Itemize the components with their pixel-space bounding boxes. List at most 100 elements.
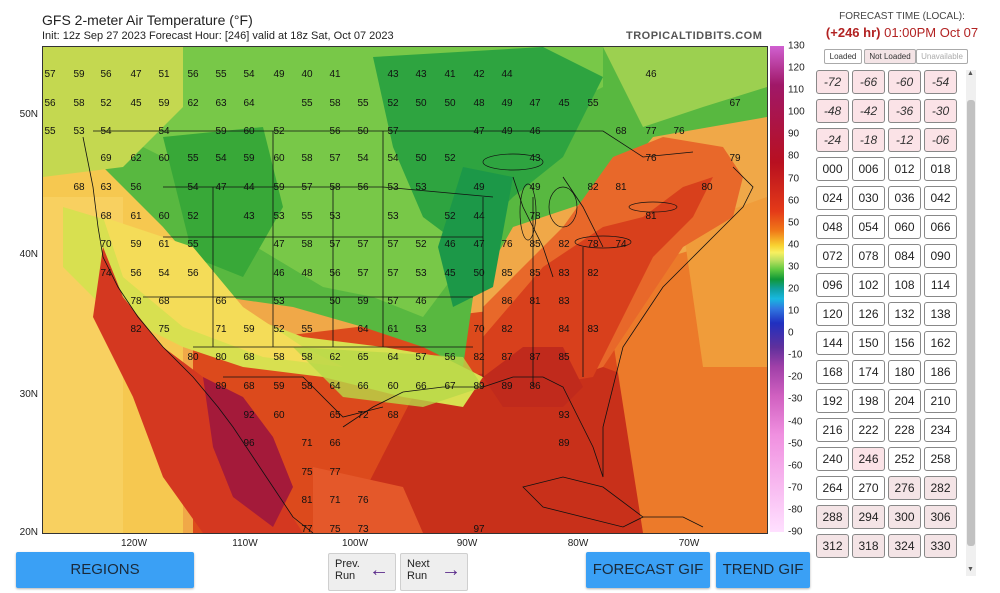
forecast-hour-button[interactable]: 306 [924, 505, 957, 529]
forecast-hour-button[interactable]: 024 [816, 186, 849, 210]
prev-run-button[interactable]: Prev. Run ← [328, 553, 396, 591]
forecast-hour-button[interactable]: 144 [816, 331, 849, 355]
forecast-hour-button[interactable]: 126 [852, 302, 885, 326]
trend-gif-button[interactable]: TREND GIF [716, 552, 810, 588]
forecast-hour-button[interactable]: -18 [852, 128, 885, 152]
forecast-hour-button[interactable]: 132 [888, 302, 921, 326]
forecast-hour-button[interactable]: 102 [852, 273, 885, 297]
forecast-hour-button[interactable]: 078 [852, 244, 885, 268]
forecast-hour-button[interactable]: 012 [888, 157, 921, 181]
forecast-hour-button[interactable]: 060 [888, 215, 921, 239]
forecast-hour-button[interactable]: 042 [924, 186, 957, 210]
forecast-hour-button[interactable]: 192 [816, 389, 849, 413]
forecast-hour-button[interactable]: -36 [888, 99, 921, 123]
forecast-hour-button[interactable]: 198 [852, 389, 885, 413]
temperature-value: 53 [415, 182, 427, 193]
forecast-hour-button[interactable]: 066 [924, 215, 957, 239]
forecast-hour-button[interactable]: 300 [888, 505, 921, 529]
forecast-hour-button[interactable]: 294 [852, 505, 885, 529]
scroll-thumb[interactable] [967, 100, 975, 546]
forecast-hour-button[interactable]: 228 [888, 418, 921, 442]
forecast-hour-button[interactable]: 108 [888, 273, 921, 297]
temperature-value: 46 [444, 239, 456, 250]
forecast-hour-button[interactable]: 036 [888, 186, 921, 210]
forecast-hour-button[interactable]: 054 [852, 215, 885, 239]
temperature-map: 57 59 56 47 51 56 55 54 49 40 41 43 43 41 42 44 46 56 58 52… [42, 46, 768, 534]
temperature-value: 55 [357, 98, 369, 109]
forecast-hour-button[interactable]: 312 [816, 534, 849, 558]
temperature-value: 50 [415, 98, 427, 109]
forecast-hour-button[interactable]: 084 [888, 244, 921, 268]
forecast-hour-button[interactable]: 048 [816, 215, 849, 239]
forecast-hour-button[interactable]: 180 [888, 360, 921, 384]
forecast-gif-button[interactable]: FORECAST GIF [586, 552, 710, 588]
temperature-value: 58 [73, 98, 85, 109]
legend-not-loaded: Not Loaded [864, 49, 916, 64]
forecast-hour-button[interactable]: 246 [852, 447, 885, 471]
temperature-value: 68 [243, 381, 255, 392]
temperature-value: 81 [615, 182, 627, 193]
forecast-hour-button[interactable]: 114 [924, 273, 957, 297]
forecast-hour-button[interactable]: -24 [816, 128, 849, 152]
forecast-hour-button[interactable]: 318 [852, 534, 885, 558]
forecast-hour-button[interactable]: 186 [924, 360, 957, 384]
forecast-hour-button[interactable]: 222 [852, 418, 885, 442]
forecast-hour-button[interactable]: 330 [924, 534, 957, 558]
forecast-hour-button[interactable]: -42 [852, 99, 885, 123]
forecast-hour-button[interactable]: 252 [888, 447, 921, 471]
regions-button[interactable]: REGIONS [16, 552, 194, 588]
forecast-hour-button[interactable]: 282 [924, 476, 957, 500]
forecast-hour-button[interactable]: -30 [924, 99, 957, 123]
next-run-button[interactable]: Next Run → [400, 553, 468, 591]
forecast-hour-button[interactable]: 264 [816, 476, 849, 500]
forecast-hour-button[interactable]: -06 [924, 128, 957, 152]
temperature-value: 59 [243, 324, 255, 335]
forecast-hour-button[interactable]: -72 [816, 70, 849, 94]
lon-label-110w: 110W [232, 538, 258, 549]
forecast-hour-button[interactable]: 288 [816, 505, 849, 529]
forecast-hour-button[interactable]: 258 [924, 447, 957, 471]
temperature-value: 46 [529, 126, 541, 137]
forecast-hour-button[interactable]: 324 [888, 534, 921, 558]
scroll-up-icon[interactable]: ▲ [967, 70, 974, 77]
temperature-value: 52 [444, 211, 456, 222]
temperature-value: 55 [587, 98, 599, 109]
forecast-hour-button[interactable]: 000 [816, 157, 849, 181]
forecast-hour-button[interactable]: 174 [852, 360, 885, 384]
forecast-hour-button[interactable]: 018 [924, 157, 957, 181]
forecast-hour-button[interactable]: 156 [888, 331, 921, 355]
forecast-scrollbar[interactable]: ▲ ▼ [966, 70, 976, 576]
forecast-hour-button[interactable]: 168 [816, 360, 849, 384]
forecast-hour-button[interactable]: 276 [888, 476, 921, 500]
temperature-value: 59 [357, 296, 369, 307]
forecast-hour-button[interactable]: 210 [924, 389, 957, 413]
forecast-hour-button[interactable]: 240 [816, 447, 849, 471]
temperature-value: 45 [558, 98, 570, 109]
forecast-hour-button[interactable]: 090 [924, 244, 957, 268]
forecast-hour-button[interactable]: 006 [852, 157, 885, 181]
forecast-hour-button[interactable]: -66 [852, 70, 885, 94]
forecast-hour-button[interactable]: 162 [924, 331, 957, 355]
forecast-hour-button[interactable]: 150 [852, 331, 885, 355]
temperature-value: 68 [73, 182, 85, 193]
scroll-down-icon[interactable]: ▼ [967, 566, 974, 573]
forecast-hour-button[interactable]: -48 [816, 99, 849, 123]
temperature-value: 66 [329, 438, 341, 449]
forecast-hour-button[interactable]: 072 [816, 244, 849, 268]
temperature-value: 65 [357, 352, 369, 363]
temperature-value: 43 [243, 211, 255, 222]
forecast-hour-button[interactable]: 030 [852, 186, 885, 210]
forecast-hour-button[interactable]: 120 [816, 302, 849, 326]
forecast-hour-button[interactable]: 216 [816, 418, 849, 442]
forecast-hour-button[interactable]: -54 [924, 70, 957, 94]
forecast-hour-button[interactable]: -60 [888, 70, 921, 94]
forecast-hour-button[interactable]: -12 [888, 128, 921, 152]
temperature-value: 66 [415, 381, 427, 392]
forecast-hour-button[interactable]: 096 [816, 273, 849, 297]
forecast-hour-button[interactable]: 270 [852, 476, 885, 500]
temperature-value: 58 [329, 182, 341, 193]
forecast-hour-button[interactable]: 234 [924, 418, 957, 442]
temperature-value: 46 [645, 69, 657, 80]
forecast-hour-button[interactable]: 138 [924, 302, 957, 326]
forecast-hour-button[interactable]: 204 [888, 389, 921, 413]
